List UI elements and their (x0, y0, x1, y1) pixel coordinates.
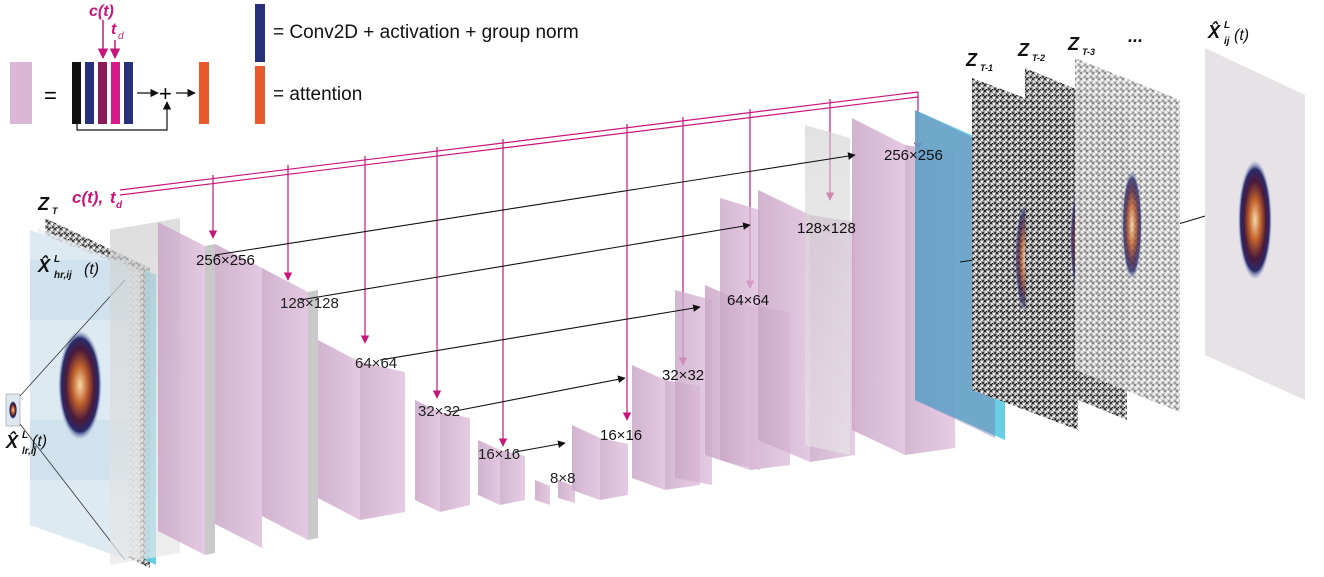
hr-sup: L (54, 254, 60, 265)
legend: = c(t) t d + = Conv2D + activation + gro… (10, 3, 579, 131)
legend-condition-label: c(t) (89, 3, 114, 20)
lr-sub: lr,ij (22, 446, 37, 457)
lr-sup: L (22, 430, 28, 441)
out-sup: L (1224, 20, 1230, 31)
conv-bar-2 (85, 62, 94, 124)
hr-label: X̂ (37, 255, 51, 276)
legend-time-label: t (111, 21, 117, 38)
output-blob (1238, 160, 1272, 280)
noise-planes (972, 48, 1305, 430)
z-t3-label: Z (1067, 34, 1080, 54)
conv-bar-4 (111, 62, 120, 124)
res-dec-128: 128×128 (797, 220, 856, 237)
resolution-labels: 256×256 128×128 64×64 32×32 16×16 8×8 16… (196, 147, 943, 487)
legend-time-sub: d (118, 31, 124, 42)
attention-bar (199, 62, 209, 124)
z-t-label: Z (37, 194, 50, 214)
condition-lines (119, 91, 919, 196)
legend-equals: = (44, 83, 57, 108)
dots-label: ... (1128, 26, 1143, 46)
hr-t: (t) (84, 261, 99, 278)
hr-blob (58, 330, 102, 440)
res-bottleneck: 8×8 (550, 470, 575, 487)
conv-bar-3 (98, 62, 107, 124)
z-t1-sub: T-1 (980, 63, 993, 73)
z-t-sub: T (52, 206, 59, 216)
hr-sub: hr,ij (54, 270, 72, 281)
conv-bar-1 (72, 62, 81, 124)
res-enc-64: 64×64 (355, 355, 397, 372)
z-t1-label: Z (965, 50, 978, 70)
encoder (110, 218, 575, 565)
cond-t-label: t (110, 188, 117, 207)
legend-plus: + (159, 81, 172, 106)
out-label: X̂ (1207, 21, 1221, 42)
conv-legend-swatch (255, 4, 265, 62)
annotation-labels: Z T X̂ L hr,ij (t) X̂ L lr,ij (t) c(t), … (5, 20, 1249, 457)
res-dec-32: 32×32 (662, 367, 704, 384)
z-t3-sub: T-3 (1082, 47, 1095, 57)
res-enc-128: 128×128 (280, 295, 339, 312)
res-dec-256: 256×256 (884, 147, 943, 164)
res-enc-256: 256×256 (196, 252, 255, 269)
cond-t-sub: d (116, 200, 123, 211)
res-dec-64: 64×64 (727, 292, 769, 309)
block-legend-swatch (10, 62, 32, 124)
conv-legend-text: = Conv2D + activation + group norm (273, 22, 579, 43)
attention-legend-swatch (255, 66, 265, 124)
res-dec-16: 16×16 (600, 427, 642, 444)
lr-t: (t) (32, 433, 47, 450)
cond-c-label: c(t), (72, 188, 103, 207)
z-t2-label: Z (1017, 40, 1030, 60)
out-sub: ij (1224, 36, 1230, 47)
res-enc-32: 32×32 (418, 403, 460, 420)
lr-label: X̂ (5, 431, 19, 452)
conv-bar-5 (124, 62, 133, 124)
z-t2-sub: T-2 (1032, 53, 1045, 63)
attention-legend-text: = attention (273, 84, 362, 105)
out-t: (t) (1234, 27, 1249, 44)
res-enc-16: 16×16 (478, 446, 520, 463)
residual-path (76, 101, 172, 131)
